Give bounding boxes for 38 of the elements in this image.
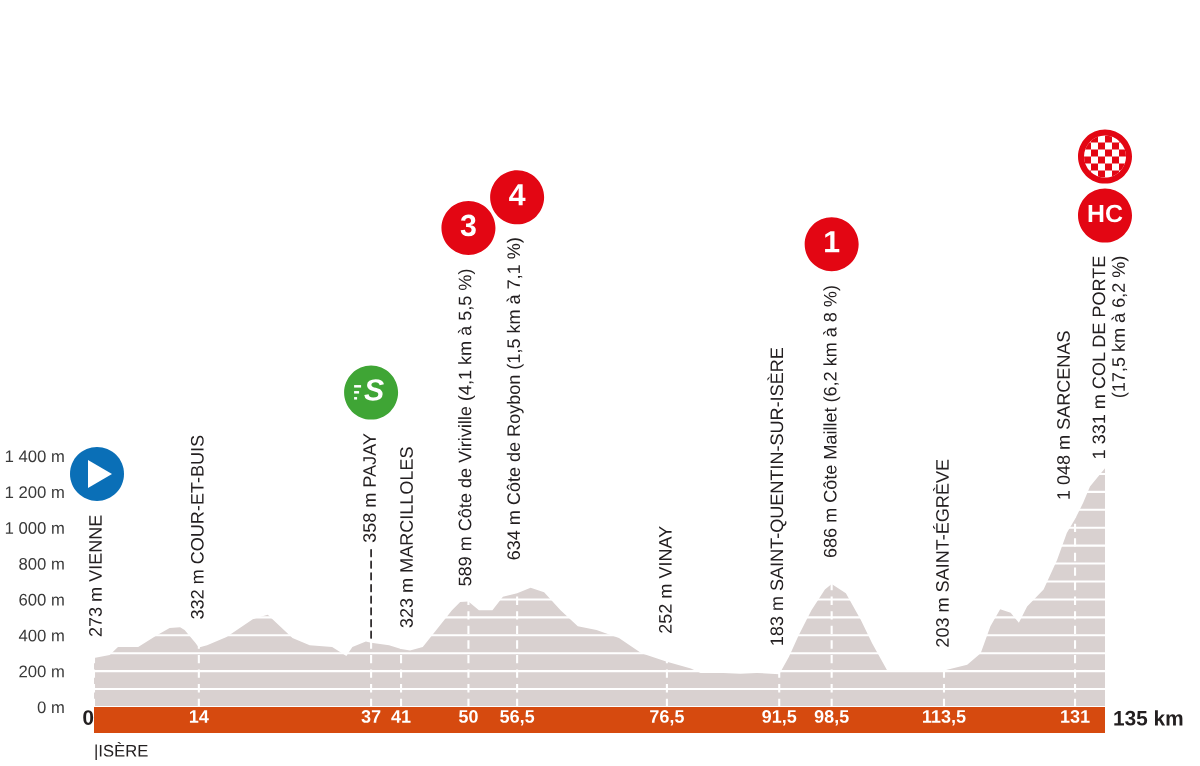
annotation: 183 m SAINT-QUENTIN-SUR-ISÈRE (767, 348, 787, 645)
annotation: 252 m VINAY (658, 526, 672, 633)
y-tick-label: 1 200 m (5, 486, 64, 499)
x-tick-label: 131 (1061, 710, 1090, 723)
text: 4 (509, 184, 526, 206)
x-tick-label: 91,5 (762, 710, 797, 726)
annotation: 589 m Côte de Viriville (4,1 km à 5,5 %) (457, 269, 475, 586)
y-tick-label: 1 400 m (5, 450, 64, 463)
text: HC (1088, 204, 1123, 223)
annotation: 273 m VIENNE (89, 515, 102, 637)
x-tick-label: 113,5 (923, 710, 966, 726)
y-tick-label: 800 m (19, 557, 64, 570)
x-tick-label: 41 (391, 710, 411, 723)
annotation: 323 m MARCILLOLES (400, 447, 413, 628)
y-tick-label: 0 m (37, 701, 64, 714)
annotation: 634 m Côte de Roybon (1,5 km à 7,1 %) (506, 238, 524, 560)
x-tick-label: 50 (458, 710, 478, 723)
x-tick-label: 14 (189, 710, 209, 723)
x-tick-label: 0 (83, 710, 94, 725)
annotation: 1 331 m COL DE PORTE (17,5 km à 6,2 %) (1092, 256, 1129, 458)
text: |ISÈRE (95, 742, 148, 760)
annotation: 358 m PAJAY (363, 433, 376, 543)
x-tick-label: 76,5 (650, 710, 684, 726)
annotation: 135 km (1114, 710, 1183, 726)
x-tick-label: 37 (361, 710, 381, 723)
annotation: 203 m SAINT-ÉGRÈVE (933, 459, 949, 647)
text: 3 (460, 214, 476, 237)
y-tick-label: 600 m (19, 593, 64, 606)
annotation: 332 m COUR-ET-BUIS (190, 435, 204, 619)
y-tick-label: 1 000 m (5, 522, 64, 534)
annotation: 1 048 m SARCENAS (1057, 331, 1070, 499)
text: 1 (825, 231, 840, 253)
x-tick-label: 56,5 (500, 710, 535, 726)
text: S (364, 379, 384, 401)
y-tick-label: 200 m (19, 665, 64, 678)
x-tick-label: 98,5 (814, 710, 849, 726)
annotation: 686 m Côte Maillet (6,2 km à 8 %) (823, 286, 841, 558)
y-tick-label: 400 m (18, 629, 64, 642)
